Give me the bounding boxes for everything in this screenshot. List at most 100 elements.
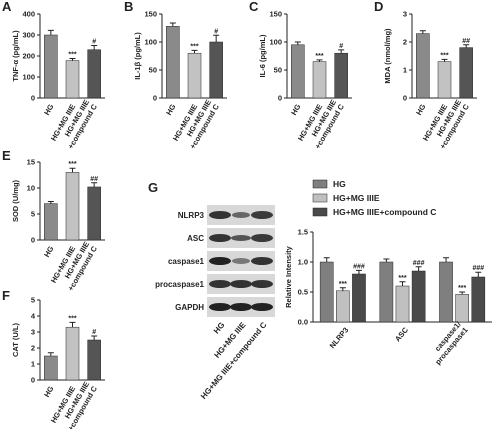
blot-band (251, 280, 273, 288)
y-tick-label: 100 (22, 73, 35, 82)
bar (65, 326, 80, 381)
y-tick-label: 300 (22, 31, 35, 40)
error-bar (441, 58, 448, 62)
significance-label: *** (458, 285, 466, 292)
error-bar (294, 41, 301, 45)
y-tick-label: 400 (22, 10, 35, 19)
panel-letter: D (374, 0, 383, 14)
error-bar (47, 352, 54, 356)
bar (44, 355, 58, 381)
blot-image (207, 205, 275, 317)
x-tick-label: ASC (393, 325, 410, 343)
y-tick-label: 0 (278, 94, 282, 103)
y-axis-label: IL-6 (pg/mL) (258, 34, 267, 77)
blot-band (232, 212, 250, 218)
error-bar (69, 58, 76, 61)
blot-band (251, 257, 273, 265)
blot-band (209, 303, 231, 311)
bar (312, 61, 327, 99)
error-bar (383, 258, 390, 262)
error-bar (399, 281, 406, 286)
error-bar (169, 22, 176, 27)
bar (416, 33, 430, 99)
y-tick-label: 2 (31, 344, 35, 353)
bar (334, 52, 348, 99)
error-bar (316, 59, 323, 62)
bar (352, 273, 366, 323)
y-axis-label: MDA (nmol/mg) (383, 28, 392, 84)
bar (439, 261, 453, 323)
significance-label: *** (339, 281, 347, 288)
bar (291, 44, 305, 99)
bar (319, 261, 334, 323)
legend-label: HG+MG IIIE+compound C (333, 207, 436, 217)
blot-band (209, 234, 231, 242)
panel-letter: E (2, 148, 11, 163)
blot-row-label: ASC (187, 234, 204, 243)
x-tick-label: HG (289, 102, 303, 116)
y-tick-label: 0.0 (298, 318, 308, 327)
y-axis-label: CAT (U/L) (11, 322, 20, 357)
error-bar (69, 321, 76, 328)
bar (459, 47, 473, 99)
y-tick-label: 15 (27, 158, 35, 167)
significance-label: *** (68, 315, 76, 322)
significance-label: *** (68, 52, 76, 59)
y-tick-label: 0 (403, 94, 407, 103)
blot-band (232, 258, 250, 264)
y-tick-label: 1 (403, 66, 407, 75)
bar (411, 270, 426, 323)
x-tick-label: HG (42, 244, 56, 258)
blot-band (251, 303, 273, 311)
blot-row-label: caspase1 (168, 257, 205, 266)
panel-letter: G (148, 180, 158, 195)
panel-letter: B (124, 0, 133, 14)
bar (437, 61, 452, 99)
error-bar (459, 291, 466, 295)
x-tick-label: caspase1/procaspase1 (426, 319, 470, 366)
significance-label: # (92, 39, 96, 46)
blot-band (209, 280, 231, 288)
y-tick-label: 5 (31, 210, 35, 219)
y-tick-label: 0 (31, 94, 35, 103)
error-bar (419, 30, 426, 34)
bar (87, 339, 101, 381)
bar (187, 52, 202, 99)
bar (209, 41, 223, 99)
error-bar (91, 45, 98, 50)
y-tick-label: 0 (31, 236, 35, 245)
x-tick-label: HG (414, 102, 428, 116)
panel-letter: C (249, 0, 259, 14)
significance-label: ### (413, 260, 425, 267)
y-tick-label: 0 (31, 376, 35, 385)
x-tick-label: NLRP3 (328, 326, 351, 351)
legend-swatch (312, 179, 328, 189)
error-bar (91, 182, 98, 187)
blot-row-label: GAPDH (175, 303, 204, 312)
blot-band (231, 235, 251, 241)
y-axis-label: IL-1β (pg/mL) (133, 32, 142, 80)
bar (44, 34, 58, 99)
y-tick-label: 0 (153, 94, 157, 103)
blot-band (251, 211, 273, 219)
y-tick-label: 2 (403, 38, 407, 47)
significance-label: # (339, 43, 343, 50)
blot-band (230, 303, 252, 311)
legend-label: HG (333, 179, 346, 189)
x-tick-label: HG (42, 102, 56, 116)
bar (44, 203, 58, 241)
error-bar (475, 271, 482, 277)
bar (379, 261, 394, 323)
y-axis-label: SOD (U/mg) (11, 179, 20, 222)
bar (471, 276, 486, 323)
blot-band (209, 257, 231, 265)
y-tick-label: 3 (403, 10, 407, 19)
bar (455, 294, 469, 323)
bar (65, 172, 80, 241)
error-bar (339, 287, 346, 291)
significance-label: ## (90, 176, 98, 183)
bar (336, 290, 350, 323)
y-tick-label: 1.5 (298, 228, 308, 237)
panel-letter: A (2, 0, 12, 14)
legend-swatch (312, 207, 328, 217)
